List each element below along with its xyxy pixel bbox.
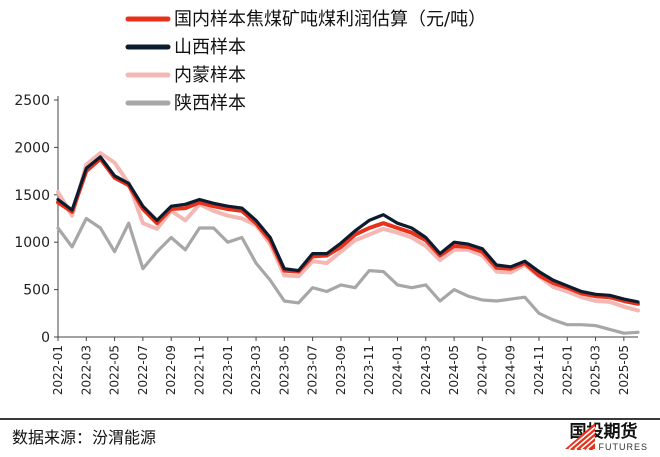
x-tick-label: 2022-01 bbox=[51, 345, 65, 395]
series-line-3 bbox=[56, 216, 640, 335]
x-tick-label: 2025-05 bbox=[617, 345, 631, 395]
source-label: 数据来源：汾渭能源 bbox=[12, 428, 157, 447]
x-tick-label: 2023-05 bbox=[277, 345, 291, 395]
x-tick-label: 2022-07 bbox=[136, 345, 150, 395]
y-tick-label: 1500 bbox=[14, 188, 50, 204]
legend-label: 陕西样本 bbox=[174, 93, 246, 114]
x-tick-label: 2022-11 bbox=[192, 345, 206, 395]
x-tick-label: 2022-03 bbox=[79, 345, 93, 395]
legend-label: 山西样本 bbox=[174, 37, 246, 58]
x-tick-label: 2024-05 bbox=[447, 345, 461, 395]
axes-layer: 0 500 1000 1500 2000 2500 2022-01 2022-03 2022-0… bbox=[14, 93, 638, 395]
x-tick-label: 2024-07 bbox=[475, 345, 489, 395]
y-tick-label: 2500 bbox=[14, 93, 50, 109]
y-tick-label: 500 bbox=[23, 283, 50, 299]
x-tick-label: 2022-09 bbox=[164, 345, 178, 395]
legend-label: 内蒙样本 bbox=[174, 65, 246, 86]
footer-divider bbox=[0, 418, 660, 420]
brand-logo-icon bbox=[565, 423, 597, 450]
series-layer bbox=[56, 151, 640, 335]
x-tick-label: 2023-01 bbox=[221, 345, 235, 395]
series-line-1 bbox=[56, 155, 640, 304]
x-tick-label: 2023-07 bbox=[306, 345, 320, 395]
y-tick-label: 1000 bbox=[14, 235, 50, 251]
x-tick-label: 2023-09 bbox=[334, 345, 348, 395]
x-tick-label: 2024-09 bbox=[504, 345, 518, 395]
x-tick-label: 2023-03 bbox=[249, 345, 263, 395]
x-tick-label: 2024-11 bbox=[532, 345, 546, 395]
x-tick-label: 2024-03 bbox=[419, 345, 433, 395]
line-chart: 0 500 1000 1500 2000 2500 2022-01 2022-03 2022-0… bbox=[14, 9, 640, 395]
x-tick-label: 2025-03 bbox=[589, 345, 603, 395]
legend-label: 国内样本焦煤矿吨煤利润估算（元/吨） bbox=[174, 9, 486, 30]
y-tick-label: 0 bbox=[41, 330, 50, 346]
x-tick-label: 2024-01 bbox=[391, 345, 405, 395]
y-tick-label: 2000 bbox=[14, 140, 50, 156]
series-line-0 bbox=[56, 156, 640, 306]
brand-logo: 国投期货 SDIC FUTURES bbox=[563, 421, 648, 455]
brand-name-en: SDIC FUTURES bbox=[569, 442, 648, 452]
x-tick-label: 2025-01 bbox=[560, 345, 574, 395]
x-tick-label: 2023-11 bbox=[362, 345, 376, 395]
x-tick-label: 2022-05 bbox=[108, 345, 122, 395]
